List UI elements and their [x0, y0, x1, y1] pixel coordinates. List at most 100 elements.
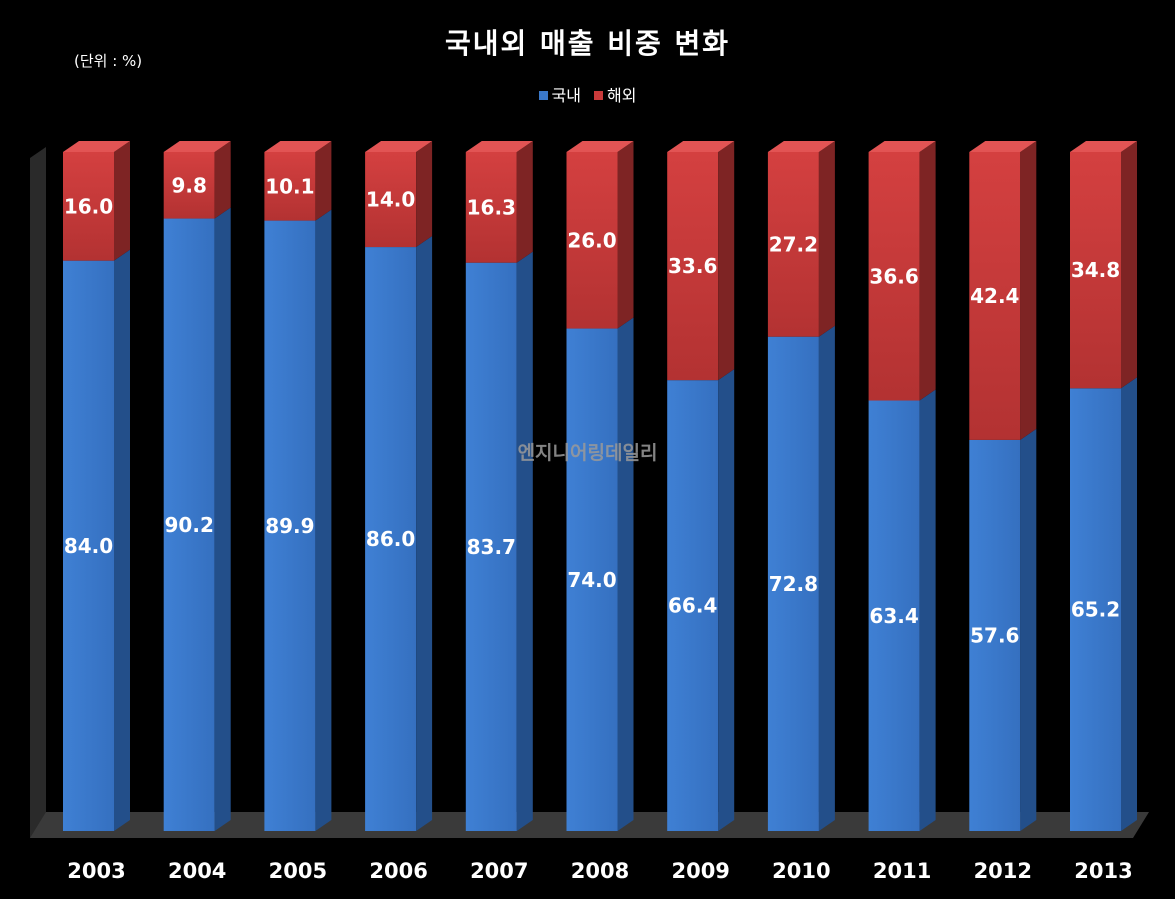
value-label-overseas: 9.8	[171, 173, 206, 197]
bar-domestic-side	[516, 251, 533, 831]
bar-overseas-side	[617, 141, 634, 329]
bar-overseas-side	[416, 141, 433, 248]
value-label-overseas: 34.8	[1071, 258, 1120, 282]
value-label-overseas: 42.4	[970, 284, 1019, 308]
bar-overseas	[969, 152, 1021, 440]
bar-top	[566, 141, 634, 152]
x-tick-label: 2013	[1074, 859, 1132, 883]
value-label-domestic: 83.7	[467, 535, 516, 559]
value-label-domestic: 86.0	[366, 527, 415, 551]
x-tick-label: 2005	[269, 859, 327, 883]
bar-overseas	[163, 152, 215, 219]
legend-label-overseas: 해외	[607, 86, 637, 105]
bar-domestic-side	[919, 389, 936, 831]
value-label-overseas: 36.6	[869, 264, 918, 288]
value-label-domestic: 66.4	[668, 594, 717, 618]
legend: 국내 해외	[0, 82, 1175, 106]
bar-domestic	[63, 260, 114, 831]
bars	[63, 141, 1137, 832]
bar-overseas-side	[818, 141, 835, 337]
bar-top	[767, 141, 835, 152]
value-label-overseas: 33.6	[668, 254, 717, 278]
x-tick-label: 2009	[671, 859, 729, 883]
bar-domestic	[868, 400, 920, 831]
value-label-domestic: 57.6	[970, 623, 1019, 647]
bar-domestic-side	[114, 249, 130, 831]
value-label-overseas: 14.0	[366, 188, 415, 212]
value-label-overseas: 10.1	[265, 174, 314, 198]
bar-domestic-side	[818, 325, 835, 831]
bar-top	[1070, 141, 1137, 152]
value-label-domestic: 89.9	[265, 514, 314, 538]
x-tick-label: 2010	[772, 859, 830, 883]
bar-overseas	[264, 152, 316, 221]
x-tick-label: 2008	[571, 859, 629, 883]
bar-top	[264, 141, 332, 152]
bar-top	[365, 141, 433, 152]
bar-top	[63, 141, 130, 152]
bar-domestic	[566, 328, 618, 831]
bar-domestic	[969, 439, 1021, 831]
bar-domestic	[365, 247, 417, 831]
value-label-domestic: 72.8	[769, 572, 818, 596]
bar-overseas	[1070, 152, 1121, 389]
bar-top	[163, 141, 231, 152]
back-wall-face	[30, 147, 46, 838]
bar-overseas	[365, 152, 417, 248]
bar-domestic-side	[617, 317, 634, 831]
bar-domestic	[1070, 388, 1121, 831]
x-tick-label: 2007	[470, 859, 528, 883]
x-axis-labels: 2003 2004 2005 2006 2007 2008 2009 2010 2011 2012…	[67, 859, 1132, 883]
bar-overseas	[566, 152, 618, 329]
bar-domestic	[667, 380, 719, 831]
bar-overseas-side	[114, 141, 130, 261]
bar-domestic-side	[718, 369, 735, 831]
bar-domestic-side	[1121, 377, 1137, 831]
bar-overseas-side	[718, 141, 735, 381]
x-tick-label: 2003	[67, 859, 125, 883]
value-label-domestic: 84.0	[64, 534, 113, 558]
value-label-domestic: 74.0	[567, 568, 616, 592]
bar-overseas-side	[315, 141, 332, 221]
value-label-domestic: 90.2	[165, 513, 214, 537]
bar-top	[969, 141, 1037, 152]
bar-overseas-side	[516, 141, 533, 263]
legend-label-domestic: 국내	[551, 86, 581, 105]
legend-item-overseas: 해외	[594, 82, 637, 106]
value-label-overseas: 27.2	[769, 232, 818, 256]
bar-overseas	[667, 152, 719, 381]
bar-domestic-side	[315, 209, 332, 832]
value-label-overseas: 26.0	[567, 228, 616, 252]
value-label-domestic: 63.4	[869, 604, 918, 628]
value-labels: 84.0 16.0 90.2 9.8 89.9 10.1 86.0 14.0 83.7 16.3 7…	[64, 173, 1120, 647]
bar-overseas-side	[214, 141, 231, 219]
value-label-overseas: 16.0	[64, 194, 113, 218]
bar-domestic	[465, 262, 517, 831]
bar-domestic	[264, 220, 316, 832]
bar-domestic	[163, 218, 215, 832]
value-label-domestic: 65.2	[1071, 598, 1120, 622]
x-tick-label: 2011	[873, 859, 931, 883]
bar-domestic-side	[214, 207, 231, 832]
bar-top	[667, 141, 735, 152]
unit-label: (단위 : %)	[74, 52, 143, 70]
value-label-overseas: 16.3	[467, 195, 516, 219]
x-tick-label: 2012	[974, 859, 1032, 883]
bar-overseas-side	[919, 141, 936, 401]
bar-top	[465, 141, 533, 152]
back-wall	[30, 147, 46, 838]
legend-item-domestic: 국내	[538, 82, 581, 106]
bar-domestic	[767, 336, 819, 831]
bar-overseas-side	[1020, 141, 1037, 440]
legend-swatch-overseas	[594, 91, 604, 100]
chart-title: 국내외 매출 비중 변화	[444, 27, 731, 60]
x-tick-label: 2006	[369, 859, 427, 883]
bar-domestic-side	[416, 236, 433, 831]
bar-top	[868, 141, 936, 152]
bar-domestic-side	[1020, 428, 1037, 831]
bar-overseas-side	[1121, 141, 1137, 389]
bar-overseas	[767, 152, 819, 337]
x-tick-label: 2004	[168, 859, 226, 883]
bar-overseas	[868, 152, 920, 401]
